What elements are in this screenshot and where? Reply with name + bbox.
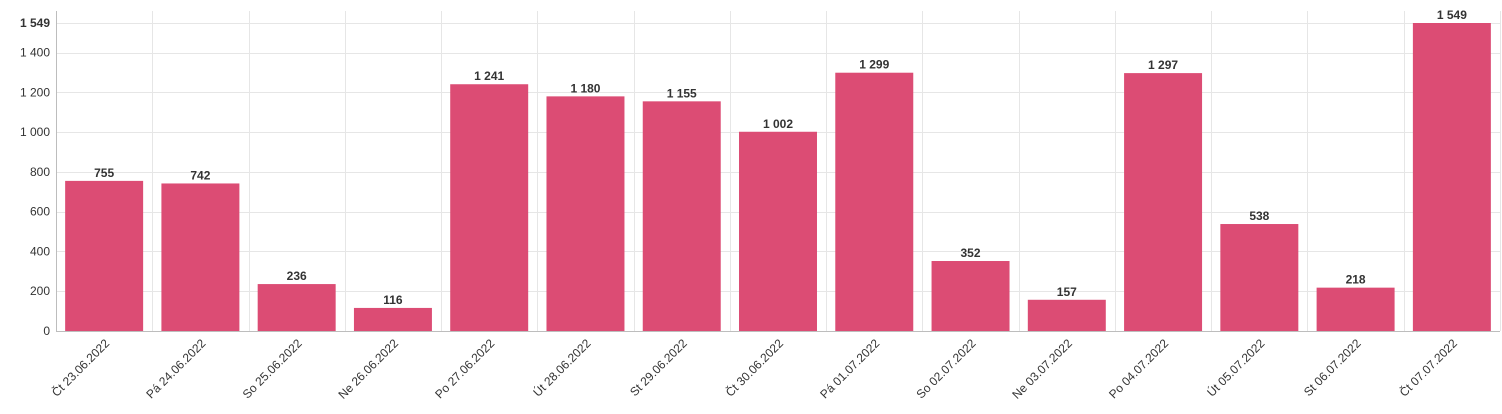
- bar[interactable]: [642, 101, 721, 331]
- bar[interactable]: [161, 183, 240, 331]
- bar-value-label: 157: [1057, 285, 1077, 299]
- y-tick-label: 200: [30, 284, 50, 298]
- x-tick-label: Čt 30.06.2022: [722, 335, 786, 399]
- bar-value-label: 1 299: [859, 58, 889, 72]
- bar[interactable]: [546, 96, 625, 332]
- bar[interactable]: [739, 131, 817, 331]
- y-tick-label: 1 549: [20, 16, 50, 30]
- y-tick-label: 400: [30, 244, 50, 258]
- bar[interactable]: [450, 84, 529, 332]
- bar[interactable]: [1027, 299, 1106, 331]
- x-tick-label: Pá 24.06.2022: [143, 336, 208, 401]
- bar[interactable]: [835, 72, 914, 332]
- bar-value-label: 236: [287, 269, 307, 283]
- x-tick-label: St 06.07.2022: [1301, 336, 1364, 399]
- y-tick-label: 0: [43, 324, 50, 338]
- bar[interactable]: [1412, 23, 1491, 331]
- y-tick-label: 800: [30, 165, 50, 179]
- bar[interactable]: [353, 307, 432, 331]
- y-tick-label: 1 200: [20, 85, 50, 99]
- x-tick-label: St 29.06.2022: [627, 336, 690, 399]
- bar-value-label: 538: [1249, 209, 1269, 223]
- y-tick-label: 600: [30, 205, 50, 219]
- bar-value-label: 1 180: [570, 81, 600, 95]
- bar[interactable]: [1220, 224, 1299, 331]
- x-tick-label: Čt 23.06.2022: [48, 335, 112, 399]
- x-tick-label: So 02.07.2022: [914, 336, 979, 401]
- x-tick-label: Út 28.06.2022: [530, 335, 594, 399]
- x-tick-label: Po 27.06.2022: [432, 336, 497, 401]
- bar-layer: [65, 23, 1491, 332]
- x-tick-label: Po 04.07.2022: [1106, 336, 1171, 401]
- x-tick-label: Čt 07.07.2022: [1396, 335, 1460, 399]
- x-tick-label: Ne 03.07.2022: [1009, 336, 1075, 402]
- bar-value-label: 1 241: [474, 69, 504, 83]
- bar-value-label: 742: [190, 168, 210, 182]
- y-tick-label: 1 400: [20, 46, 50, 60]
- axis-layer: [56, 11, 1500, 332]
- x-tick-label: Ne 26.06.2022: [335, 336, 401, 402]
- bar[interactable]: [65, 180, 144, 331]
- x-tick-label: Út 05.07.2022: [1204, 335, 1268, 399]
- bar-value-label: 755: [94, 166, 114, 180]
- bar[interactable]: [257, 284, 336, 331]
- bar[interactable]: [1316, 287, 1395, 331]
- bar-value-label: 1 549: [1437, 8, 1467, 22]
- bar-value-label: 1 155: [667, 86, 697, 100]
- x-tick-label: So 25.06.2022: [240, 336, 305, 401]
- y-tick-label: 1 000: [20, 125, 50, 139]
- bar-value-label: 218: [1346, 273, 1366, 287]
- bar-value-label: 116: [383, 293, 403, 307]
- bar[interactable]: [931, 261, 1010, 331]
- bar-value-label: 352: [961, 246, 981, 260]
- bar-value-label: 1 297: [1148, 58, 1178, 72]
- bar-value-label: 1 002: [763, 117, 793, 131]
- x-tick-label: Pá 01.07.2022: [817, 336, 882, 401]
- bar[interactable]: [1124, 73, 1203, 332]
